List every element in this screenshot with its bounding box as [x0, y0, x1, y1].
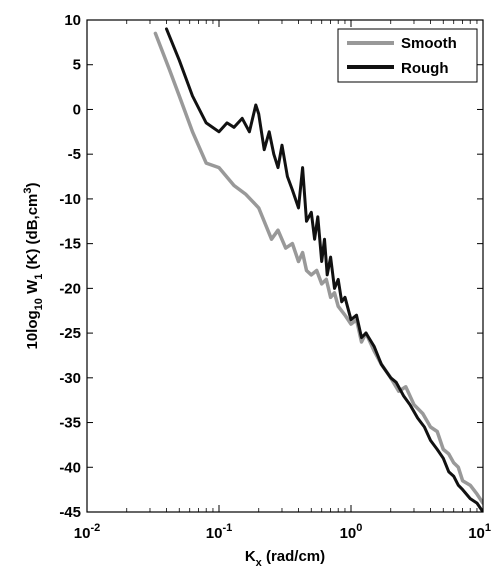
y-tick-label: -30: [59, 370, 81, 387]
legend-box: [337, 28, 478, 83]
y-tick-label: -25: [59, 325, 81, 342]
series-rough-line: [165, 27, 483, 512]
y-tick-label: -5: [68, 146, 81, 163]
y-tick-label: 10: [64, 12, 81, 29]
series-smooth-line: [153, 31, 483, 505]
x-tick-label: 101: [468, 522, 491, 542]
y-tick-label: -35: [59, 415, 81, 432]
y-tick-label: 0: [73, 101, 81, 118]
series-layer: [153, 27, 483, 512]
plot-frame: [86, 19, 484, 513]
x-tick-label: 100: [340, 522, 363, 542]
legend-rough-label: Rough: [401, 60, 448, 77]
y-axis-ticks: 10 5 0 -5 -10 -15 -20 -25 -30 -35 -40 -45: [59, 12, 483, 521]
legend-smooth-label: Smooth: [401, 35, 457, 52]
y-tick-label: -15: [59, 236, 81, 253]
x-tick-label: 10-2: [74, 522, 100, 542]
plot-area: [87, 20, 483, 512]
x-axis-ticks: 10-2 10-1 100 101: [74, 20, 491, 542]
x-tick-label: 10-1: [206, 522, 232, 542]
y-tick-label: -40: [59, 459, 81, 476]
y-tick-label: -10: [59, 191, 81, 208]
legend: Smooth Rough: [337, 28, 478, 83]
y-tick-label: -45: [59, 504, 81, 521]
x-axis-label: Kx (rad/cm): [245, 548, 325, 569]
y-axis-label: 10log10 W1 (K) (dB,cm3): [22, 182, 45, 349]
y-tick-label: -20: [59, 280, 81, 297]
y-tick-label: 5: [73, 57, 81, 74]
